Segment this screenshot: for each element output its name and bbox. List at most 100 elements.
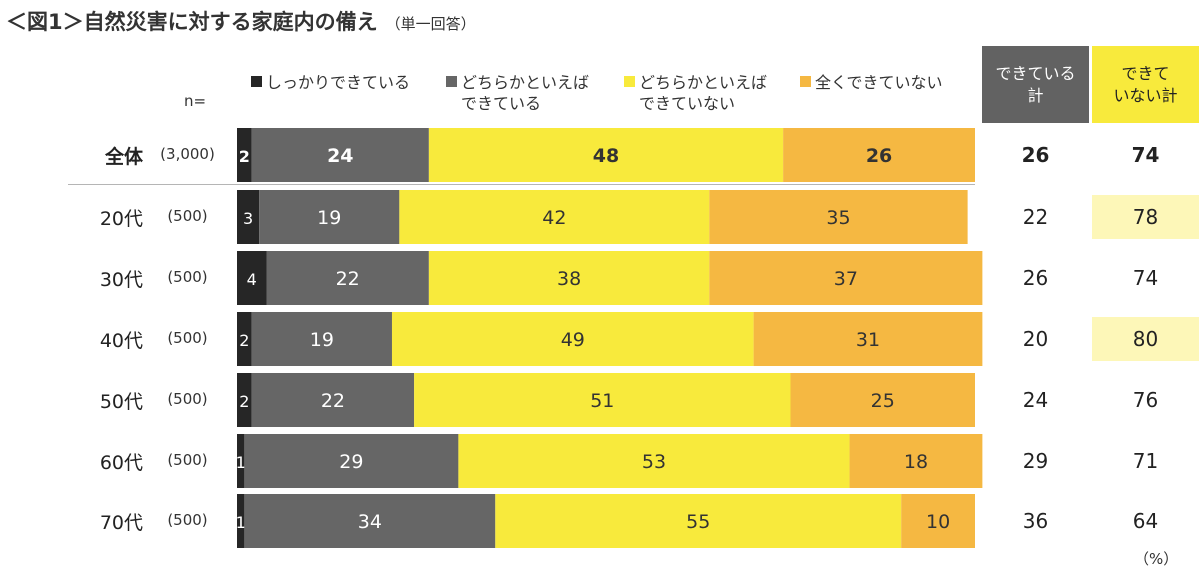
unit-label: （%） [1134,550,1179,568]
legend-swatch [446,76,457,87]
bar-value-label: 19 [310,329,334,351]
row-sample-size: (500) [167,329,208,347]
bar-segment-somewhat-unprepared [428,128,784,182]
row-label: 60代 [99,452,143,474]
row-label: 30代 [99,269,143,291]
bar-value-label: 26 [866,145,892,167]
bar-segment-somewhat-unprepared [399,190,710,244]
legend-item-somewhat-unprepared: どちらかといえば できていない [624,72,767,114]
bar-value-label: 24 [327,145,353,167]
legend-swatch [800,76,811,87]
bar-segment-somewhat-prepared [251,373,415,427]
row-sample-size: (500) [167,268,208,286]
done-total-value: 24 [1022,388,1049,412]
bar-value-label: 37 [834,268,858,290]
not-done-total-value: 78 [1092,195,1199,239]
sample-size-label: n= [184,92,207,110]
bar-segment-somewhat-unprepared [391,312,754,366]
bar-value-label: 48 [593,145,619,167]
bar-value-label: 51 [590,390,614,412]
legend-item-not-prepared: 全くできていない [800,72,943,93]
row-sample-size: (500) [167,511,208,529]
bar-value-label: 18 [904,451,928,473]
row-label: 70代 [99,512,143,534]
bar-value-label: 38 [557,268,581,290]
bar-segment-somewhat-prepared [259,190,400,244]
done-total-value: 26 [1021,143,1050,167]
bar-segment-fully-prepared [237,251,267,305]
bar-value-label: 55 [686,511,710,533]
legend-item-somewhat-prepared: どちらかといえば できている [446,72,589,114]
row-label: 50代 [99,391,143,413]
bar-segment-somewhat-prepared [251,128,429,182]
legend-swatch [251,76,262,87]
row-sample-size: (500) [167,207,208,225]
bar-segment-not-prepared [901,494,975,548]
bar-segment-somewhat-prepared [244,494,496,548]
bar-segment-fully-prepared [237,373,252,427]
row-label: 20代 [99,208,143,230]
bar-segment-fully-prepared [237,128,252,182]
row-label: 40代 [99,330,143,352]
done-total-value: 36 [1022,509,1049,533]
done-total-header: できている 計 [982,46,1089,123]
bar-segment-somewhat-prepared [244,434,459,488]
bar-segment-fully-prepared [237,312,252,366]
not-done-total-value: 71 [1132,449,1159,473]
row-label: 全体 [104,146,143,168]
bar-segment-not-prepared [709,190,968,244]
row-sample-size: (500) [167,451,208,469]
bar-value-label: 1 [236,513,246,532]
bar-value-label: 29 [339,451,363,473]
bar-segment-not-prepared [709,251,983,305]
not-done-total-value: 76 [1132,388,1159,412]
bar-value-label: 49 [561,329,585,351]
bar-value-label: 35 [826,207,850,229]
legend-label: しっかりできている [266,73,411,92]
legend-item-fully-prepared: しっかりできている [251,72,410,93]
not-done-total-value: 64 [1132,509,1159,533]
bar-value-label: 34 [358,511,382,533]
bar-segment-somewhat-unprepared [414,373,791,427]
not-done-total-header: できて いない計 [1092,46,1199,123]
bar-value-label: 25 [871,390,895,412]
bar-segment-not-prepared [790,373,975,427]
bar-segment-not-prepared [753,312,983,366]
bar-segment-somewhat-prepared [266,251,429,305]
bar-segment-fully-prepared [237,190,260,244]
bar-value-label: 19 [317,207,341,229]
bar-value-label: 2 [239,392,249,411]
bar-value-label: 22 [321,390,345,412]
title-text: ＜図1＞自然災害に対する家庭内の備え [6,10,378,34]
not-done-total-value: 74 [1131,143,1160,167]
bar-value-label: 42 [542,207,566,229]
bar-value-label: 31 [856,329,880,351]
bar-segment-somewhat-unprepared [495,494,902,548]
bar-value-label: 4 [247,270,257,289]
not-done-total-value: 74 [1132,266,1159,290]
bar-value-label: 53 [642,451,666,473]
bar-segment-not-prepared [849,434,983,488]
bar-value-label: 22 [336,268,360,290]
legend-label: 全くできていない [815,73,943,92]
total-divider-line [68,184,975,185]
bar-segment-somewhat-unprepared [458,434,850,488]
figure-title: ＜図1＞自然災害に対する家庭内の備え （単一回答） [6,6,476,36]
title-subtitle: （単一回答） [385,15,476,33]
legend-swatch [624,76,635,87]
bar-segment-somewhat-prepared [251,312,392,366]
legend-label: どちらかといえば できていない [639,73,768,113]
bar-value-label: 2 [239,147,250,166]
done-total-value: 22 [1022,205,1049,229]
bar-segment-fully-prepared [237,494,245,548]
bar-segment-fully-prepared [237,434,245,488]
done-total-value: 26 [1022,266,1049,290]
bar-value-label: 2 [239,331,249,350]
bar-value-label: 1 [236,453,246,472]
row-sample-size: (500) [167,390,208,408]
done-total-value: 29 [1022,449,1049,473]
bar-segment-somewhat-unprepared [428,251,710,305]
done-total-value: 20 [1022,327,1049,351]
not-done-total-value: 80 [1092,317,1199,361]
